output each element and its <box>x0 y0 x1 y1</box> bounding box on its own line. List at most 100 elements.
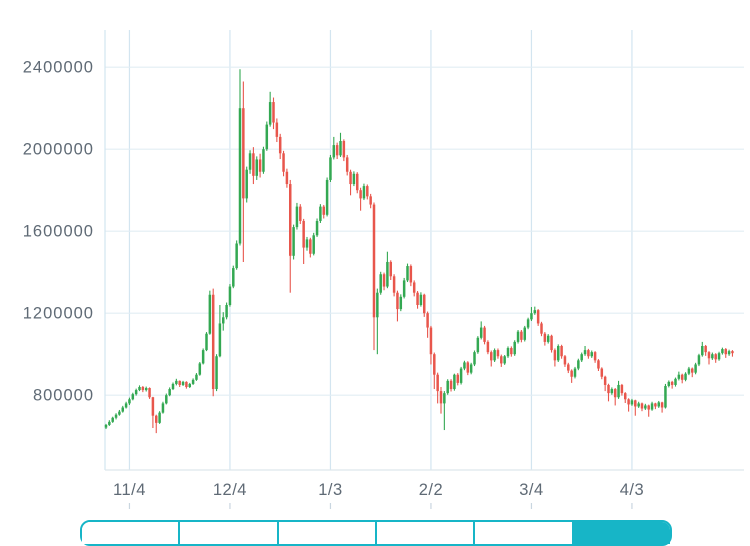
price-chart-svg: 11/4 12/4 1/3 2/2 3/4 4/3 2400000 2000000 160000… <box>22 30 744 509</box>
candle-body-down <box>148 388 151 398</box>
candle-body-down <box>607 384 610 394</box>
candle-body-down <box>563 356 567 365</box>
candle-body-down <box>613 389 617 398</box>
candle-body-down <box>603 376 607 385</box>
candle-body-up <box>513 341 516 355</box>
candle-body-down <box>490 352 493 361</box>
candle-body-up <box>232 268 235 287</box>
candle-body-down <box>272 102 275 123</box>
candle-body-up <box>667 381 671 386</box>
candle-body-down <box>369 196 372 205</box>
candle-body-up <box>121 407 124 412</box>
candle-body-up <box>463 362 466 369</box>
candle-body-up <box>644 405 647 409</box>
y-axis-tick-label: 1600000 <box>23 223 94 241</box>
candle-body-up <box>168 389 171 396</box>
candle-body-down <box>620 384 624 394</box>
candle-body-down <box>309 239 312 254</box>
candle-body-up <box>201 350 205 364</box>
candle-body-up <box>339 141 342 156</box>
candle-body-up <box>315 220 319 236</box>
candle-body-up <box>161 403 165 413</box>
candle-body-down <box>483 327 486 342</box>
candle-body-up <box>583 350 587 355</box>
x-axis-tick-label: 3/4 <box>519 481 543 499</box>
y-axis-tick-label: 2400000 <box>23 59 94 77</box>
candle-body-down <box>654 403 657 407</box>
candle-body-down <box>285 171 289 185</box>
range-selector-segment-5[interactable] <box>473 522 572 544</box>
candle-body-down <box>670 381 674 385</box>
candle-body-down <box>520 331 523 340</box>
candle-body-down <box>540 323 543 334</box>
candle-body-down <box>289 184 292 256</box>
range-selector-segment-4[interactable] <box>374 522 474 544</box>
candle-body-up <box>218 323 222 357</box>
candle-body-up <box>104 424 108 428</box>
candle-body-up <box>530 313 533 320</box>
candle-body-up <box>238 108 242 244</box>
candle-body-up <box>134 390 138 395</box>
candle-body-down <box>536 310 540 324</box>
candle-body-up <box>265 124 269 150</box>
candle-body-up <box>694 364 697 373</box>
candle-body-up <box>144 388 148 391</box>
candle-body-down <box>356 173 359 191</box>
candle-body-up <box>533 310 537 314</box>
candle-body-down <box>597 360 600 369</box>
candle-body-down <box>426 313 429 328</box>
candle-body-up <box>727 351 731 355</box>
candle-body-down <box>389 261 392 277</box>
candle-body-down <box>449 380 453 390</box>
candle-body-down <box>486 341 490 353</box>
candle-body-down <box>258 159 262 172</box>
candle-body-up <box>717 353 721 360</box>
candle-body-down <box>359 190 362 199</box>
candle-body-down <box>302 220 305 248</box>
candle-body-down <box>466 362 470 373</box>
candle-body-up <box>195 374 198 380</box>
candle-body-down <box>634 400 637 407</box>
candle-body-up <box>503 356 506 364</box>
candle-body-up <box>617 384 620 398</box>
candle-body-up <box>171 383 175 390</box>
candle-body-down <box>278 136 282 154</box>
candle-body-down <box>714 354 717 360</box>
candle-body-down <box>282 153 285 172</box>
candle-body-up <box>319 206 322 221</box>
candle-body-up <box>376 292 379 318</box>
candle-body-up <box>225 305 228 318</box>
candle-body-down <box>392 276 396 293</box>
candle-body-down <box>275 122 279 137</box>
candle-body-up <box>630 400 634 405</box>
candle-body-up <box>557 346 560 361</box>
candle-body-up <box>188 383 191 387</box>
candle-body-up <box>523 327 526 340</box>
y-axis-tick-label: 2000000 <box>23 141 94 159</box>
candle-body-up <box>637 403 640 407</box>
candle-body-up <box>386 261 389 287</box>
candle-body-down <box>593 352 597 361</box>
candle-body-down <box>439 391 443 404</box>
candle-body-down <box>704 346 707 353</box>
range-selector-segment-2[interactable] <box>178 522 277 544</box>
candle-body-up <box>295 206 299 228</box>
candle-body-up <box>493 350 496 361</box>
candle-body-up <box>352 173 356 185</box>
candle-body-up <box>664 385 667 408</box>
candle-body-up <box>476 337 480 353</box>
candle-body-down <box>211 294 215 390</box>
candle-body-up <box>677 374 681 379</box>
range-selector-segment-3[interactable] <box>276 522 375 544</box>
candle-body-up <box>687 368 691 374</box>
candle-body-up <box>590 352 593 357</box>
candle-body-down <box>600 368 604 377</box>
range-selector-segment-6-active[interactable] <box>571 522 670 544</box>
candle-body-up <box>191 379 195 384</box>
y-axis-tick-label: 800000 <box>33 387 94 405</box>
candle-body-down <box>543 333 547 342</box>
candle-body-down <box>382 274 386 287</box>
candle-body-down <box>141 387 145 391</box>
range-selector-segment-1[interactable] <box>82 522 179 544</box>
candle-body-down <box>731 351 734 354</box>
